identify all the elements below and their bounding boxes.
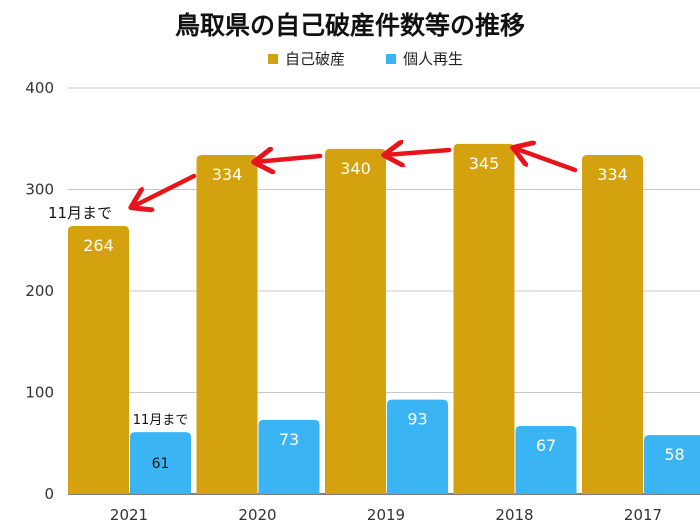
y-tick-label: 300: [25, 181, 54, 199]
x-tick-label: 2021: [110, 506, 148, 524]
y-tick-label: 200: [25, 282, 54, 300]
data-label-2019-series-2: 93: [407, 410, 427, 429]
x-tick-label: 2017: [624, 506, 662, 524]
bar-2021-series-1: [68, 226, 129, 495]
x-tick-label: 2019: [367, 506, 405, 524]
chart-legend: 自己破産 個人再生: [268, 50, 463, 68]
bar-2021-series-2: [130, 432, 191, 494]
annotations: 11月まで 11月まで: [48, 204, 188, 428]
data-label-2018-series-1: 345: [469, 154, 500, 173]
x-tick-label: 2018: [495, 506, 533, 524]
bar-2018-series-1: [453, 143, 515, 494]
y-tick-label: 0: [44, 485, 54, 503]
trend-arrow-2: [385, 150, 452, 155]
annotation-note-1: 11月まで: [48, 204, 112, 222]
legend-label-1: 自己破産: [285, 50, 345, 68]
data-label-2020-series-2: 73: [279, 430, 299, 449]
data-label-2017-series-2: 58: [664, 445, 684, 464]
bar-2020-series-1: [196, 154, 258, 495]
bar-2019-series-1: [325, 148, 386, 494]
data-label-2018-series-2: 67: [536, 436, 556, 455]
data-label-2020-series-1: 334: [212, 165, 243, 184]
bar-2020-series-2: [258, 419, 320, 494]
bar-2018-series-2: [515, 425, 577, 494]
trend-arrow-1: [514, 148, 578, 173]
bar-series: 264 61 334 73 340 93 345 67 334 58: [68, 143, 700, 495]
legend-swatch-1: [268, 54, 278, 64]
data-label-2021-series-1: 264: [83, 236, 114, 255]
x-axis-ticks: 2021 2020 2019 2018 2017: [110, 506, 662, 524]
data-label-2017-series-1: 334: [597, 165, 628, 184]
bar-2019-series-2: [387, 399, 448, 494]
annotation-note-2: 11月まで: [133, 413, 189, 428]
y-tick-label: 400: [25, 79, 54, 97]
trend-arrows: [132, 148, 578, 207]
data-label-2021-series-2: 61: [152, 456, 170, 472]
trend-arrow-3: [255, 156, 323, 162]
x-tick-label: 2020: [238, 506, 276, 524]
chart-title: 鳥取県の自己破産件数等の推移: [175, 11, 525, 40]
legend-label-2: 個人再生: [403, 50, 463, 68]
legend-swatch-2: [386, 54, 396, 64]
bar-2017-series-2: [644, 435, 700, 494]
y-axis-ticks: 0 100 200 300 400: [25, 79, 54, 503]
data-label-2019-series-1: 340: [340, 159, 371, 178]
y-tick-label: 100: [25, 384, 54, 402]
bar-2017-series-1: [582, 154, 643, 495]
trend-arrow-4: [132, 173, 197, 207]
